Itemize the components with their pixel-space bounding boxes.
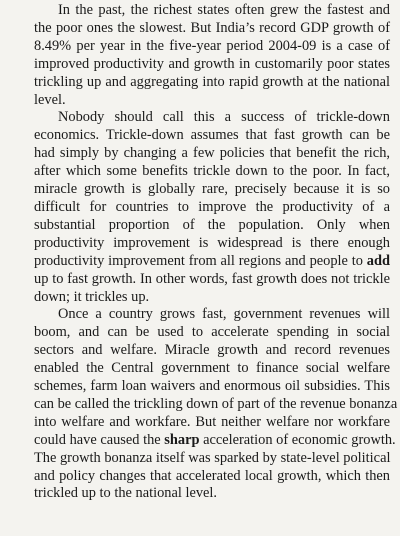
text-line: trickling up and aggregating into rapid … — [34, 73, 390, 90]
text-line: The growth bonanza itself was sparked by… — [34, 449, 391, 466]
text-line: can be called the trickling down of part… — [34, 395, 398, 412]
emphasis-text: add — [366, 252, 390, 269]
text-line: 8.49% per year in the five-year period 2… — [34, 37, 390, 54]
paragraph-3: Once a country grows fast, government re… — [10, 306, 398, 503]
paragraph-1: In the past, the richest states often gr… — [10, 2, 390, 109]
text-line: Nobody should call this a success of tri… — [58, 109, 390, 126]
text-line: sectors and welfare. Miracle growth and … — [34, 342, 390, 359]
text-line: schemes, farm loan waivers and enormous … — [34, 378, 390, 395]
text-line: level. — [34, 91, 66, 108]
text-line: up to fast growth. In other words, fast … — [34, 270, 390, 287]
text-line: after which some benefits trickle down t… — [34, 163, 390, 180]
text-line: productivity improvement from all region… — [34, 252, 390, 269]
text-line: Once a country grows fast, government re… — [58, 306, 390, 323]
text-line: down; it trickles up. — [34, 288, 150, 305]
paragraph-2: Nobody should call this a success of tri… — [10, 109, 390, 306]
text-line: productivity improvement is widespread i… — [34, 234, 390, 251]
text-line: boom, and can be used to accelerate spen… — [34, 324, 390, 341]
text-line: difficult for countries to improve the p… — [34, 198, 390, 215]
text-line: and policy changes that accelerated loca… — [34, 467, 390, 484]
text-line: the poor ones the slowest. But India’s r… — [34, 19, 390, 36]
text-line: improved productivity and growth in cust… — [34, 55, 390, 72]
text-line: into welfare and workfare. But neither w… — [34, 413, 390, 430]
text-line: could have caused the sharp acceleration… — [34, 431, 396, 448]
text-line: substantial proportion of the population… — [34, 216, 390, 233]
text-line: In the past, the richest states often gr… — [58, 2, 390, 18]
text-line: had simply by changing a few policies th… — [34, 145, 390, 162]
text-line: trickled up to the national level. — [34, 485, 218, 502]
text-line: economics. Trickle-down assumes that fas… — [34, 127, 390, 144]
emphasis-text: sharp — [164, 431, 200, 448]
text-line: miracle growth is globally rare, precise… — [34, 181, 390, 198]
text-line: enabled the Central government to financ… — [34, 360, 390, 377]
